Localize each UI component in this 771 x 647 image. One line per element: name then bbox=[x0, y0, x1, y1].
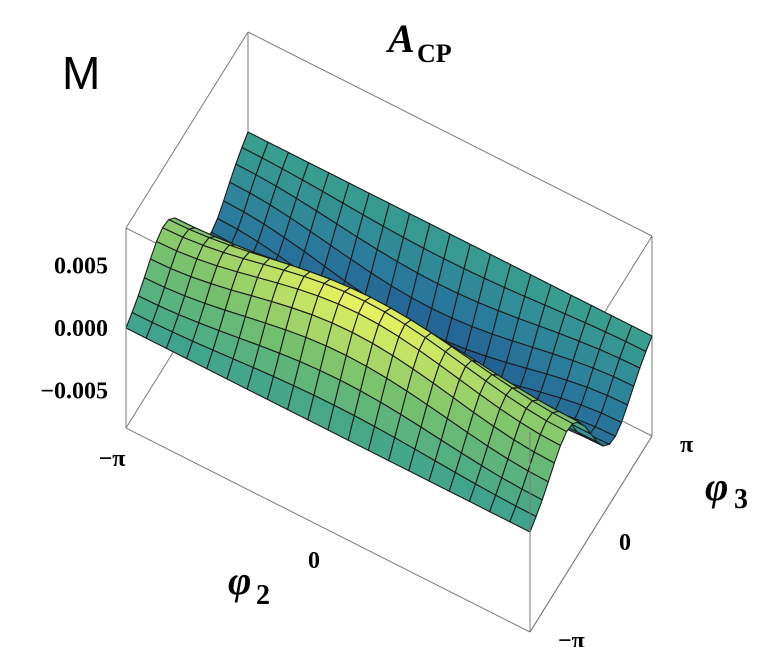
x-axis-symbol: φ bbox=[228, 558, 251, 603]
box-edge-back bbox=[125, 31, 249, 229]
panel-label-group: M bbox=[62, 47, 100, 99]
box-edge-back bbox=[247, 31, 653, 237]
y-axis-label: φ 3 bbox=[705, 464, 748, 515]
surface-mesh bbox=[125, 131, 653, 533]
y-axis-subscript: 3 bbox=[734, 484, 748, 515]
bounding-box-front bbox=[125, 228, 531, 633]
x-axis-label: φ 2 bbox=[228, 558, 270, 611]
y-tick-label: −π bbox=[558, 628, 585, 647]
title-main: A bbox=[385, 16, 415, 61]
title-subscript: CP bbox=[417, 39, 452, 68]
box-edge-front bbox=[125, 427, 531, 633]
y-tick-label: π bbox=[680, 432, 693, 458]
x-tick-label: 0 bbox=[308, 548, 320, 574]
x-axis-subscript: 2 bbox=[256, 580, 270, 611]
box-edge-back bbox=[529, 435, 653, 633]
z-tick-label: 0.000 bbox=[54, 316, 108, 342]
x-tick-label: −π bbox=[99, 446, 126, 472]
y-tick-label: 0 bbox=[619, 530, 631, 556]
panel-label: M bbox=[62, 47, 100, 99]
z-tick-label: 0.005 bbox=[54, 254, 108, 280]
z-tick-label: −0.005 bbox=[40, 379, 108, 405]
chart-title: A CP bbox=[385, 16, 452, 68]
y-axis-symbol: φ bbox=[705, 464, 728, 509]
